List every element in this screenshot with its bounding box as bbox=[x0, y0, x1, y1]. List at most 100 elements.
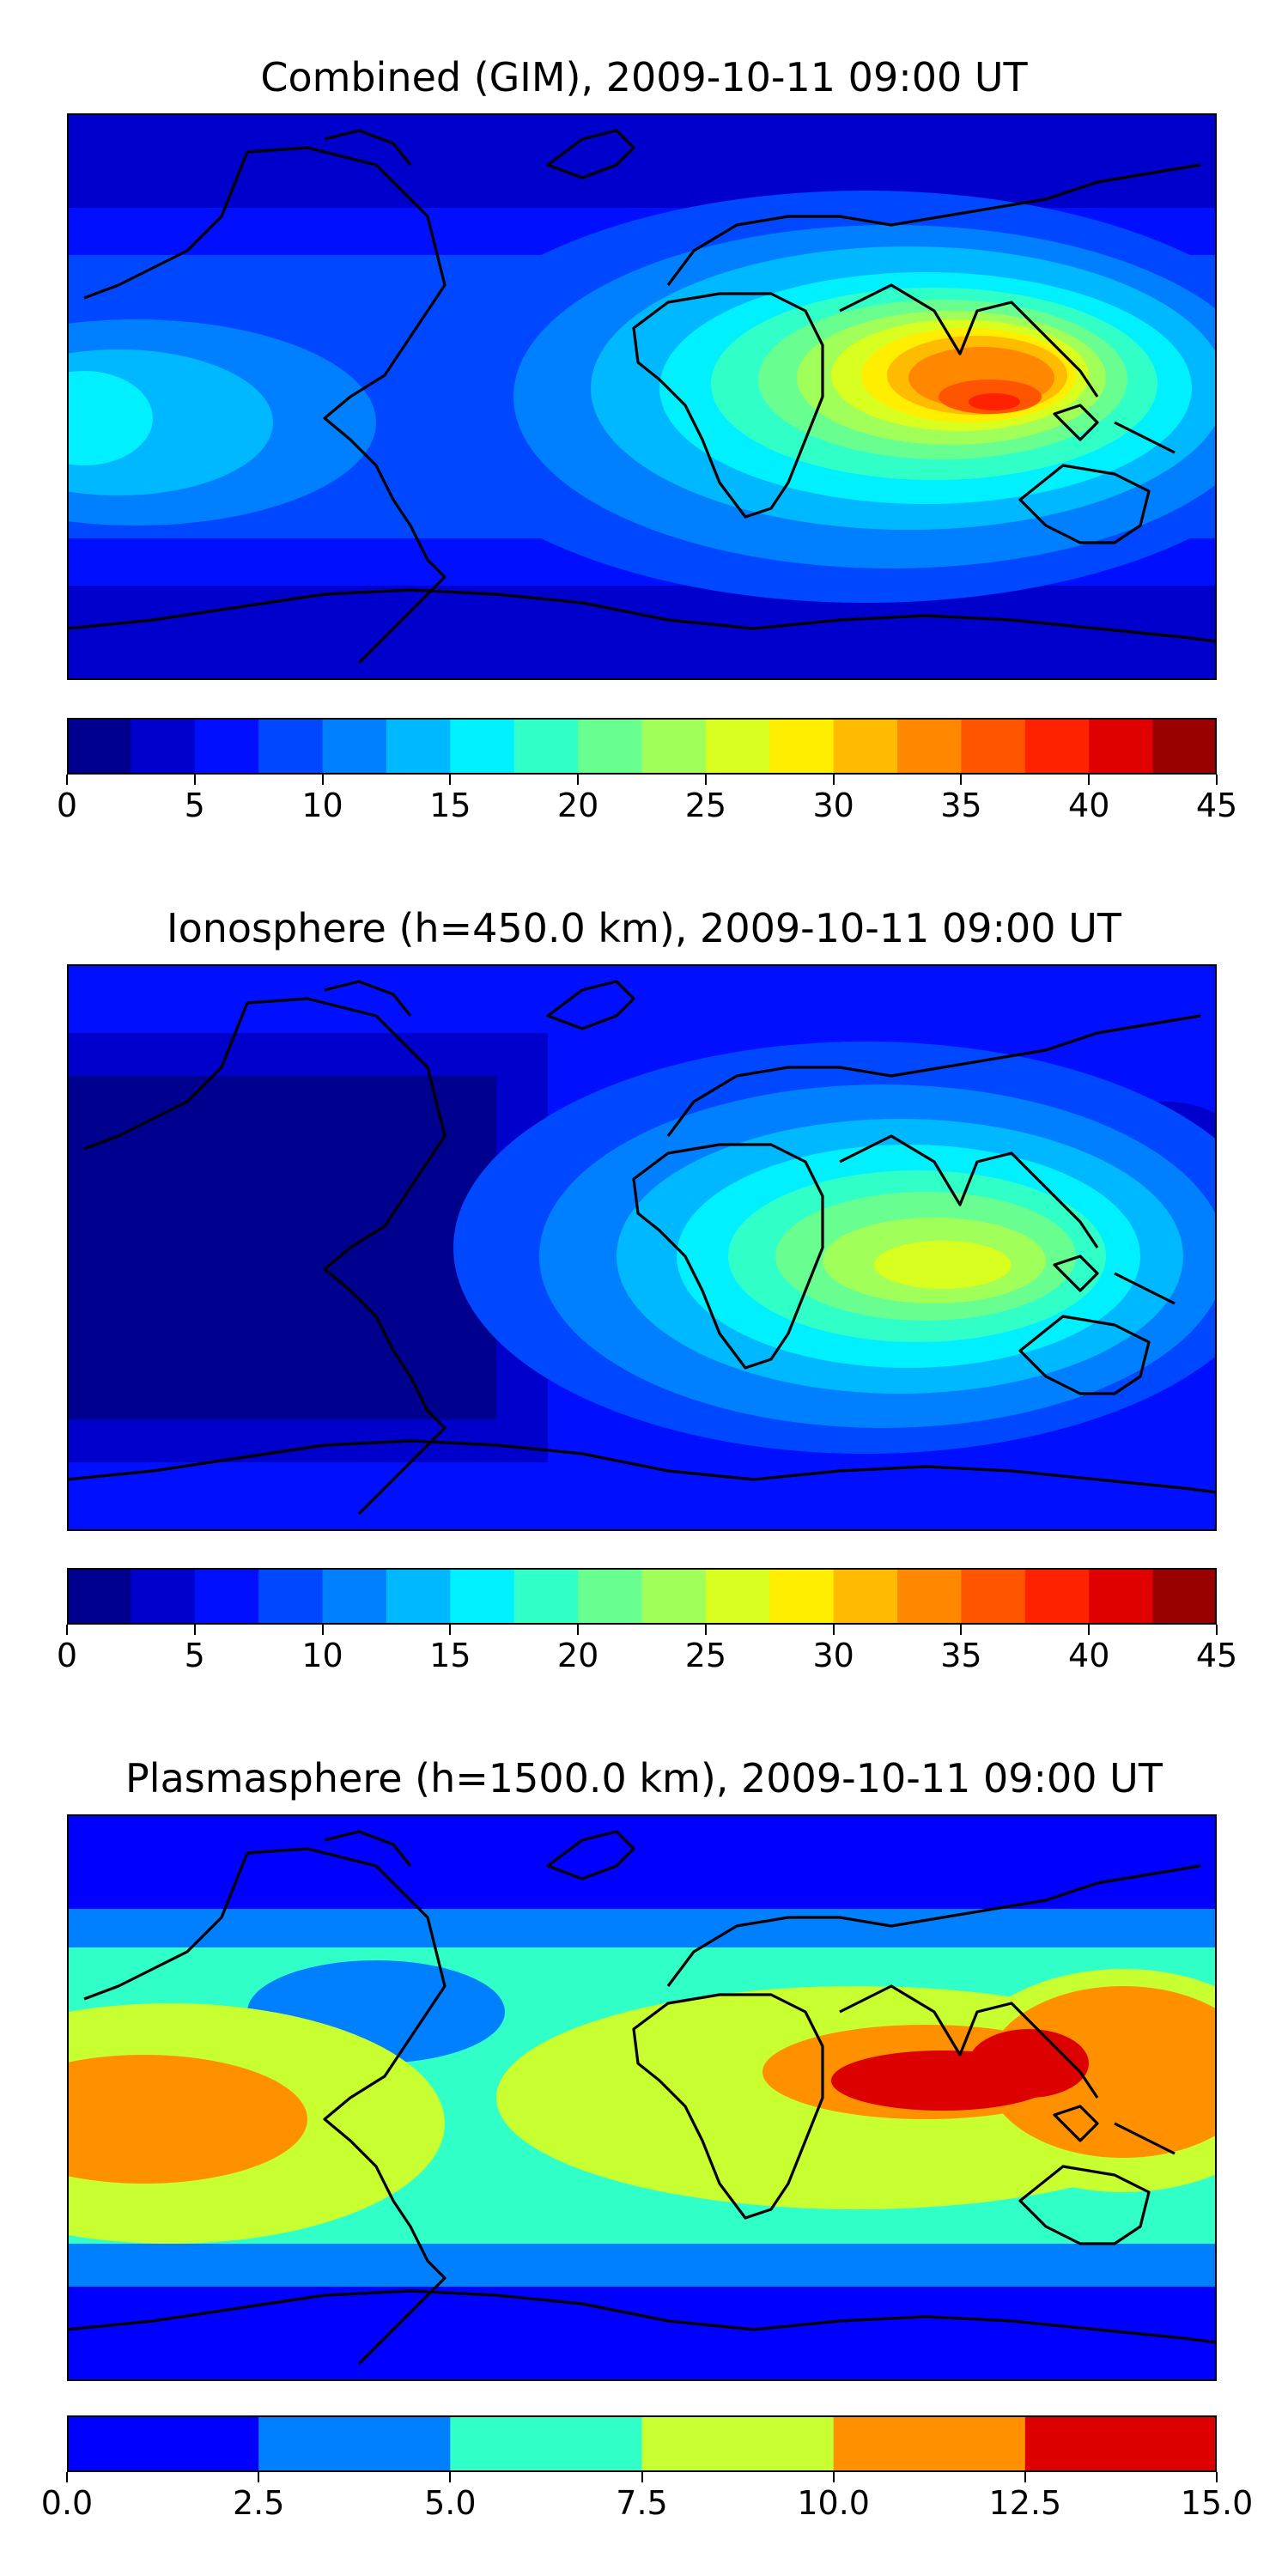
colorbar-tick bbox=[193, 1625, 196, 1635]
colorbar-tick-label: 20 bbox=[556, 1637, 599, 1674]
colorbar-tick bbox=[1088, 1625, 1091, 1635]
colorbar-tick bbox=[321, 775, 324, 785]
colorbar-segment bbox=[1024, 2415, 1217, 2472]
colorbar-segment bbox=[961, 718, 1026, 775]
colorbar-tick-label: 5 bbox=[184, 787, 205, 824]
colorbar-tick-label: 25 bbox=[684, 787, 727, 824]
colorbar-tick-label: 35 bbox=[940, 787, 982, 824]
colorbar-tick-label: 10 bbox=[301, 1637, 343, 1674]
colorbar-segment bbox=[641, 1568, 707, 1625]
colorbar-segment bbox=[897, 718, 962, 775]
colorbar-segment bbox=[1024, 1568, 1090, 1625]
colorbar-segment bbox=[258, 2415, 451, 2472]
colorbar-tick-label: 40 bbox=[1068, 787, 1110, 824]
colorbar-segment bbox=[258, 718, 324, 775]
colorbar-tick-label: 15.0 bbox=[1180, 2484, 1254, 2522]
colorbar-plasmasphere: 0.0 2.5 5.0 7.5 10.0 12.5 15.0 bbox=[41, 2415, 1253, 2522]
colorbar-tick bbox=[832, 1625, 835, 1635]
colorbar-tick bbox=[66, 1625, 68, 1635]
colorbar-segment bbox=[1024, 718, 1090, 775]
colorbar-segment bbox=[450, 718, 515, 775]
colorbar-segment bbox=[67, 718, 131, 775]
colorbar-segment bbox=[1089, 718, 1154, 775]
colorbar-tick bbox=[1216, 775, 1218, 785]
colorbar-tick-label: 2.5 bbox=[232, 2484, 285, 2522]
colorbar-ionosphere: 0 5 10 15 20 25 30 35 40 45 bbox=[57, 1568, 1237, 1674]
colorbar-combined: 0 5 10 15 20 25 30 35 40 45 bbox=[57, 718, 1237, 824]
colorbar-segment bbox=[386, 1568, 451, 1625]
colorbar-segment bbox=[769, 1568, 835, 1625]
colorbar-frame bbox=[67, 1568, 1217, 1625]
colorbar-segment bbox=[833, 1568, 898, 1625]
colorbar-segment bbox=[578, 1568, 642, 1625]
colorbar-tick-label: 0 bbox=[56, 787, 78, 824]
panel-title-ionosphere: Ionosphere (h=450.0 km), 2009-10-11 09:0… bbox=[167, 905, 1121, 951]
colorbar-tick-label: 12.5 bbox=[988, 2484, 1062, 2522]
colorbar-tick-label: 25 bbox=[684, 1637, 727, 1674]
colorbar-segment bbox=[131, 1568, 196, 1625]
colorbar-tick bbox=[1216, 1625, 1218, 1635]
colorbar-segment bbox=[705, 718, 770, 775]
colorbar-tick bbox=[960, 1625, 963, 1635]
colorbar-tick bbox=[832, 775, 835, 785]
colorbar-segment bbox=[641, 2415, 835, 2472]
colorbar-tick bbox=[66, 2472, 68, 2482]
colorbar-segment bbox=[322, 1568, 387, 1625]
colorbar-segment bbox=[897, 1568, 962, 1625]
panel-title-combined: Combined (GIM), 2009-10-11 09:00 UT bbox=[260, 54, 1028, 100]
colorbar-tick bbox=[193, 775, 196, 785]
colorbar-tick bbox=[960, 775, 963, 785]
colorbar-tick bbox=[704, 1625, 707, 1635]
colorbar-tick-label: 5.0 bbox=[424, 2484, 477, 2522]
tec-map-ionosphere bbox=[67, 964, 1217, 1531]
colorbar-tick-label: 5 bbox=[184, 1637, 205, 1674]
colorbar-segment bbox=[258, 1568, 324, 1625]
colorbar-segment bbox=[1152, 718, 1217, 775]
colorbar-tick-label: 20 bbox=[556, 787, 599, 824]
colorbar-segment bbox=[67, 1568, 131, 1625]
colorbar-tick bbox=[449, 1625, 452, 1635]
colorbar-segment bbox=[578, 718, 642, 775]
colorbar-tick-label: 10 bbox=[301, 787, 343, 824]
colorbar-tick bbox=[577, 775, 580, 785]
colorbar-frame bbox=[67, 718, 1217, 775]
colorbar-segment bbox=[1089, 1568, 1154, 1625]
colorbar-segment bbox=[961, 1568, 1026, 1625]
colorbar-tick bbox=[704, 775, 707, 785]
colorbar-segment bbox=[1152, 1568, 1217, 1625]
colorbar-segment bbox=[322, 718, 387, 775]
colorbar-segment bbox=[450, 2415, 642, 2472]
colorbar-tick bbox=[641, 2472, 643, 2482]
colorbar-tick-label: 15 bbox=[429, 787, 471, 824]
colorbar-tick-label: 30 bbox=[812, 1637, 854, 1674]
colorbar-tick bbox=[321, 1625, 324, 1635]
colorbar-tick bbox=[258, 2472, 260, 2482]
colorbar-tick-label: 45 bbox=[1195, 1637, 1238, 1674]
colorbar-tick bbox=[1024, 2472, 1026, 2482]
colorbar-tick-label: 7.5 bbox=[616, 2484, 668, 2522]
colorbar-tick bbox=[66, 775, 68, 785]
colorbar-tick-label: 0 bbox=[56, 1637, 78, 1674]
colorbar-segment bbox=[194, 718, 259, 775]
colorbar-segment bbox=[386, 718, 451, 775]
colorbar-tick bbox=[577, 1625, 580, 1635]
colorbar-segment bbox=[450, 1568, 515, 1625]
colorbar-segment bbox=[513, 718, 579, 775]
colorbar-tick-label: 0.0 bbox=[40, 2484, 94, 2522]
colorbar-frame bbox=[67, 2415, 1217, 2472]
colorbar-tick bbox=[1216, 2472, 1218, 2482]
colorbar-tick bbox=[1088, 775, 1091, 785]
colorbar-tick-label: 35 bbox=[940, 1637, 982, 1674]
colorbar-tick bbox=[449, 775, 452, 785]
colorbar-segment bbox=[67, 2415, 259, 2472]
tec-map-plasmasphere bbox=[67, 1814, 1217, 2381]
colorbar-tick-label: 10.0 bbox=[797, 2484, 870, 2522]
colorbar-segment bbox=[641, 718, 707, 775]
colorbar-segment bbox=[833, 2415, 1026, 2472]
colorbar-segment bbox=[769, 718, 835, 775]
tec-map-combined bbox=[67, 113, 1217, 680]
colorbar-segment bbox=[513, 1568, 579, 1625]
panel-title-plasmasphere: Plasmasphere (h=1500.0 km), 2009-10-11 0… bbox=[125, 1755, 1163, 1801]
colorbar-tick-label: 40 bbox=[1068, 1637, 1110, 1674]
colorbar-tick-label: 30 bbox=[812, 787, 854, 824]
